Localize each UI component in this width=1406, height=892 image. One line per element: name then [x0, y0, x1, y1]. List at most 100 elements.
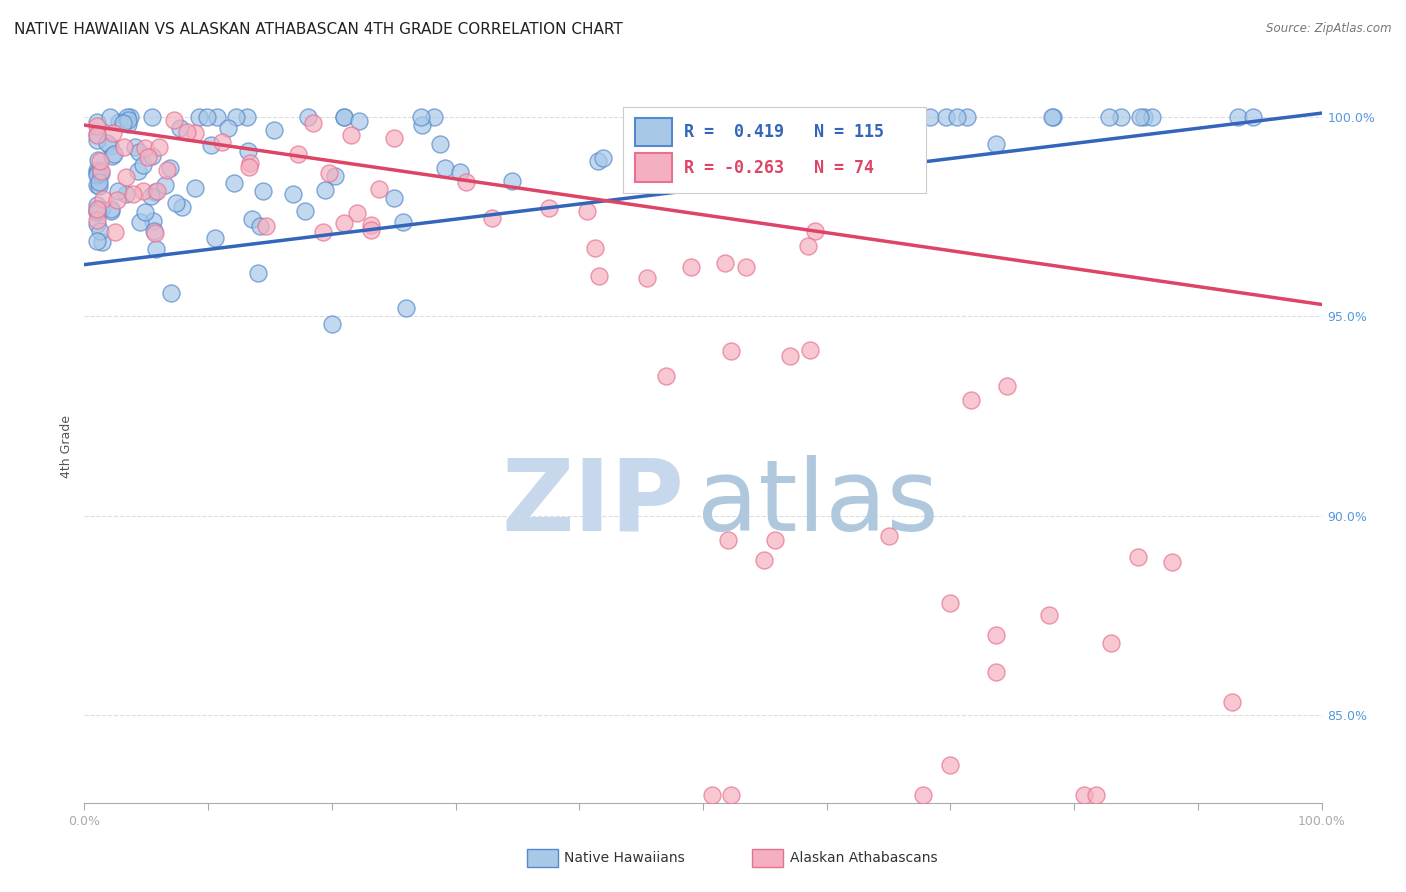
- Point: [360, 218, 382, 232]
- Text: R =  0.419   N = 115: R = 0.419 N = 115: [685, 123, 884, 141]
- Point: [797, 239, 820, 253]
- Point: [960, 393, 983, 408]
- Point: [90, 202, 112, 216]
- Point: [754, 110, 776, 124]
- Point: [995, 379, 1018, 393]
- Point: [132, 158, 155, 172]
- Point: [734, 260, 756, 274]
- Point: [294, 203, 316, 218]
- Point: [134, 205, 156, 219]
- Point: [91, 235, 114, 249]
- Point: [429, 137, 451, 152]
- Point: [89, 223, 111, 237]
- Point: [142, 224, 165, 238]
- Point: [333, 216, 356, 230]
- Point: [86, 114, 108, 128]
- Point: [1160, 555, 1182, 569]
- Point: [873, 110, 896, 124]
- Point: [655, 369, 678, 384]
- Point: [946, 110, 969, 124]
- Point: [411, 118, 433, 132]
- Point: [333, 110, 356, 124]
- Point: [347, 114, 370, 128]
- Point: [1038, 608, 1060, 623]
- Bar: [636, 153, 672, 182]
- Point: [886, 110, 908, 124]
- Point: [1241, 110, 1264, 124]
- Text: NATIVE HAWAIIAN VS ALASKAN ATHABASCAN 4TH GRADE CORRELATION CHART: NATIVE HAWAIIAN VS ALASKAN ATHABASCAN 4T…: [14, 22, 623, 37]
- Text: Source: ZipAtlas.com: Source: ZipAtlas.com: [1267, 22, 1392, 36]
- Y-axis label: 4th Grade: 4th Grade: [60, 415, 73, 477]
- Point: [314, 183, 336, 197]
- Point: [87, 153, 110, 168]
- Point: [205, 110, 228, 124]
- Point: [115, 186, 138, 201]
- Point: [159, 161, 181, 175]
- Point: [143, 186, 166, 200]
- Point: [340, 128, 363, 142]
- Point: [281, 186, 304, 201]
- Point: [165, 195, 187, 210]
- Point: [738, 114, 761, 128]
- Point: [89, 167, 111, 181]
- Point: [128, 145, 150, 160]
- Point: [799, 343, 821, 358]
- Point: [1099, 636, 1122, 650]
- Point: [700, 788, 723, 802]
- Point: [107, 184, 129, 198]
- Point: [211, 135, 233, 149]
- Point: [382, 131, 405, 145]
- Point: [117, 117, 139, 131]
- Text: R = -0.263   N = 74: R = -0.263 N = 74: [685, 159, 875, 177]
- Point: [1226, 110, 1249, 124]
- Point: [423, 110, 446, 124]
- Point: [583, 241, 606, 255]
- Point: [98, 110, 121, 124]
- Point: [720, 788, 742, 802]
- Point: [236, 144, 259, 158]
- Point: [332, 110, 354, 124]
- Point: [217, 121, 239, 136]
- Point: [90, 164, 112, 178]
- Text: atlas: atlas: [697, 455, 938, 551]
- Point: [96, 136, 118, 151]
- Point: [169, 120, 191, 135]
- Point: [86, 213, 108, 227]
- Point: [1140, 110, 1163, 124]
- Point: [588, 268, 610, 283]
- Point: [139, 188, 162, 202]
- Point: [395, 301, 418, 316]
- Point: [121, 186, 143, 201]
- Point: [752, 552, 775, 566]
- Point: [148, 140, 170, 154]
- Point: [657, 177, 679, 191]
- Point: [86, 166, 108, 180]
- Bar: [623, 107, 925, 193]
- Text: ZIP: ZIP: [502, 455, 685, 551]
- Point: [382, 191, 405, 205]
- Point: [586, 153, 609, 168]
- Point: [86, 217, 108, 231]
- Point: [720, 344, 742, 359]
- Point: [763, 533, 786, 548]
- Point: [323, 169, 346, 184]
- Point: [240, 211, 263, 226]
- Point: [239, 156, 262, 170]
- Point: [145, 242, 167, 256]
- Point: [801, 110, 824, 124]
- Point: [91, 192, 114, 206]
- Point: [779, 349, 801, 363]
- Point: [538, 201, 561, 215]
- Point: [86, 168, 108, 182]
- Point: [187, 110, 209, 124]
- Point: [86, 197, 108, 211]
- Point: [956, 110, 979, 124]
- Point: [98, 139, 121, 153]
- Point: [1133, 110, 1156, 124]
- Point: [1220, 695, 1243, 709]
- Point: [1073, 788, 1095, 802]
- Point: [392, 215, 415, 229]
- Point: [249, 219, 271, 233]
- Point: [134, 141, 156, 155]
- Point: [576, 204, 599, 219]
